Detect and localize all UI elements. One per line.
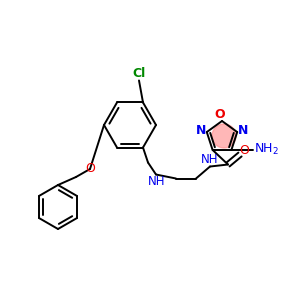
Text: N: N bbox=[238, 124, 248, 136]
Text: NH$_2$: NH$_2$ bbox=[254, 142, 279, 158]
Text: O: O bbox=[239, 144, 249, 157]
Text: O: O bbox=[215, 109, 225, 122]
Circle shape bbox=[212, 124, 236, 148]
Text: N: N bbox=[196, 124, 206, 136]
Text: NH: NH bbox=[201, 153, 219, 166]
Text: O: O bbox=[85, 161, 95, 175]
Text: Cl: Cl bbox=[132, 67, 146, 80]
Text: NH: NH bbox=[148, 175, 166, 188]
